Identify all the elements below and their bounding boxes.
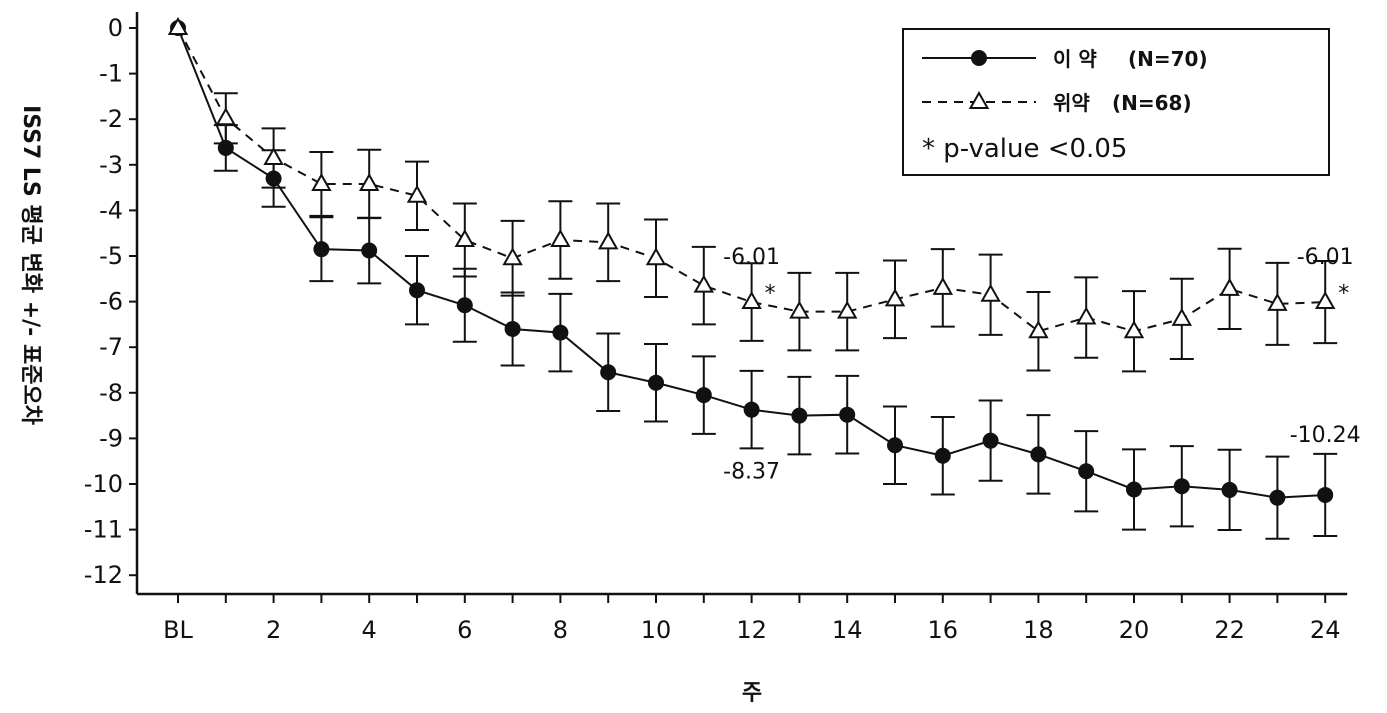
- data-point: [1267, 292, 1288, 311]
- data-point: [1028, 320, 1049, 339]
- legend: 이 약 (N=70) 위약 (N=68) * p-value <0.05: [902, 28, 1330, 176]
- y-tick-label: -11: [84, 516, 123, 544]
- data-point: [1314, 291, 1336, 310]
- data-point: [1317, 486, 1334, 503]
- x-axis-label: 주: [742, 681, 762, 706]
- legend-label-drug: 이 약: [1053, 47, 1097, 71]
- data-point: [406, 184, 428, 203]
- y-tick-label: 0: [108, 14, 123, 42]
- data-point: [934, 447, 951, 464]
- data-point: [695, 387, 712, 404]
- annotation-placebo-wk24: -6.01: [1297, 245, 1354, 270]
- legend-significance-note: * p-value <0.05: [922, 134, 1127, 164]
- data-point: [645, 247, 667, 266]
- data-point: [836, 300, 858, 319]
- y-tick-label: -8: [99, 379, 123, 407]
- data-point: [504, 320, 521, 337]
- y-tick-label: -1: [99, 60, 123, 88]
- data-point: [980, 283, 1001, 302]
- data-point: [982, 432, 999, 449]
- data-point: [358, 172, 380, 191]
- x-tick-label: BL: [163, 616, 193, 644]
- x-tick-label: 14: [832, 616, 863, 644]
- x-tick-label: 10: [641, 616, 672, 644]
- y-tick-label: -2: [99, 105, 123, 133]
- data-point: [215, 107, 237, 126]
- data-point: [502, 247, 523, 266]
- x-tick-label: 6: [457, 616, 472, 644]
- data-point: [1269, 489, 1286, 506]
- x-tick-label: 24: [1310, 616, 1341, 644]
- series-drug: [170, 20, 1338, 540]
- data-point: [1219, 277, 1240, 296]
- series-placebo: [167, 16, 1338, 373]
- data-point: [648, 374, 664, 391]
- x-tick-label: 2: [266, 616, 281, 644]
- x-tick-label: 18: [1023, 616, 1054, 644]
- data-point: [597, 231, 619, 250]
- data-point: [454, 229, 476, 248]
- data-point: [1075, 306, 1097, 325]
- data-point: [361, 242, 378, 259]
- axes: [135, 12, 1348, 596]
- data-point: [167, 16, 189, 35]
- series-layer: [167, 16, 1338, 540]
- data-point: [600, 364, 617, 381]
- data-point: [263, 146, 284, 165]
- legend-label-placebo: 위약: [1053, 91, 1090, 115]
- data-point: [456, 297, 473, 314]
- y-tick-label: -5: [99, 242, 123, 270]
- data-point: [693, 274, 715, 293]
- data-point: [791, 407, 808, 424]
- data-point: [839, 406, 856, 423]
- data-point: [741, 291, 762, 310]
- x-tick-label: 22: [1214, 616, 1245, 644]
- x-tick-label: 12: [736, 616, 767, 644]
- y-axis-ticks: 0 -1 -2 -3 -4 -5 -6 -7 -8 -9 -10 -11 -12: [84, 14, 137, 589]
- data-point: [313, 241, 330, 258]
- annotation-sig-wk24: *: [1338, 281, 1349, 306]
- legend-marker-placebo: [968, 90, 990, 109]
- legend-n-drug: (N=70): [1128, 47, 1208, 71]
- annotation-sig-wk12: *: [765, 281, 776, 306]
- data-point: [409, 282, 425, 299]
- data-point: [1171, 307, 1193, 326]
- data-point: [552, 324, 569, 341]
- annotation-placebo-wk12: -6.01: [723, 245, 780, 270]
- data-point: [1030, 446, 1047, 463]
- data-point: [1126, 481, 1142, 498]
- x-tick-label: 16: [928, 616, 959, 644]
- x-axis-ticks: BL 2 4 6 8 10 12 14 16 18 20 22 24: [163, 594, 1340, 644]
- y-tick-label: -6: [99, 288, 123, 316]
- annotation-drug-wk12: -8.37: [723, 459, 780, 484]
- x-tick-label: 4: [362, 616, 377, 644]
- data-point: [789, 300, 810, 319]
- y-tick-label: -12: [84, 561, 123, 589]
- data-point: [311, 172, 332, 191]
- y-axis-label: ISS7 LS 평균 변화 +/- 표준오차: [18, 105, 43, 426]
- data-point: [1221, 481, 1238, 498]
- legend-n-placebo: (N=68): [1112, 91, 1192, 115]
- data-point: [884, 288, 906, 307]
- y-tick-label: -9: [99, 424, 123, 452]
- data-point: [1173, 478, 1190, 495]
- data-point: [1123, 320, 1145, 339]
- y-tick-label: -3: [99, 151, 123, 179]
- x-tick-label: 20: [1119, 616, 1150, 644]
- annotation-drug-wk24: -10.24: [1290, 423, 1361, 448]
- data-point: [1078, 463, 1095, 480]
- y-tick-label: -7: [99, 333, 123, 361]
- data-point: [550, 229, 571, 248]
- data-point: [887, 437, 903, 454]
- annotations: -6.01 -8.37 -6.01 -10.24 * *: [723, 245, 1361, 484]
- y-tick-label: -4: [99, 196, 123, 224]
- x-tick-label: 8: [553, 616, 568, 644]
- data-point: [932, 276, 954, 295]
- legend-marker-drug: [971, 50, 987, 66]
- y-tick-label: -10: [84, 470, 123, 498]
- data-point: [743, 401, 760, 418]
